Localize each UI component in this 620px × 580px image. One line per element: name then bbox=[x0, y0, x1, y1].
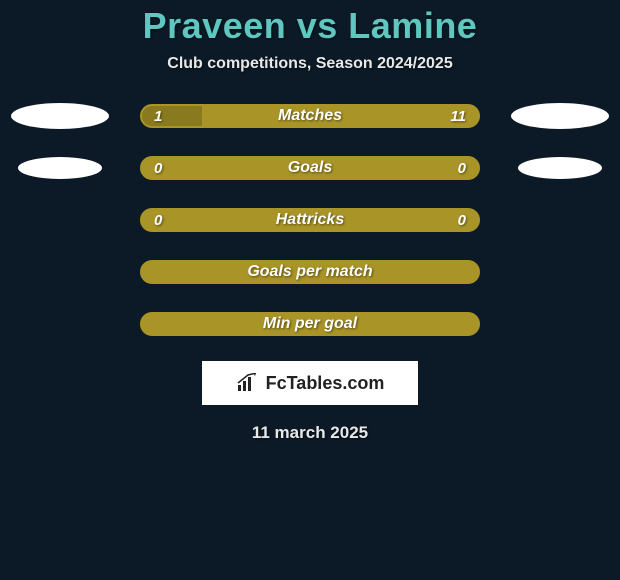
left-badge-slot bbox=[10, 101, 110, 131]
logo-box[interactable]: FcTables.com bbox=[202, 361, 418, 405]
player-left-name: Praveen bbox=[143, 5, 287, 46]
right-badge-slot bbox=[510, 257, 610, 287]
stat-label: Matches bbox=[142, 106, 478, 126]
stat-value-right: 0 bbox=[458, 158, 466, 178]
stat-row-goals-per-match: Goals per match bbox=[0, 257, 620, 287]
page-title: Praveen vs Lamine bbox=[0, 5, 620, 47]
player-left-badge-small bbox=[18, 157, 102, 179]
chart-icon bbox=[236, 373, 260, 393]
right-badge-slot bbox=[510, 153, 610, 183]
stat-bar: Goals per match bbox=[140, 260, 480, 284]
stat-row-min-per-goal: Min per goal bbox=[0, 309, 620, 339]
player-right-name: Lamine bbox=[348, 5, 477, 46]
stat-label: Goals bbox=[142, 158, 478, 178]
stat-bar: 0 Hattricks 0 bbox=[140, 208, 480, 232]
left-badge-slot bbox=[10, 257, 110, 287]
right-badge-slot bbox=[510, 101, 610, 131]
right-badge-slot bbox=[510, 309, 610, 339]
player-left-badge bbox=[11, 103, 109, 129]
left-badge-slot bbox=[10, 309, 110, 339]
subtitle: Club competitions, Season 2024/2025 bbox=[0, 55, 620, 73]
right-badge-slot bbox=[510, 205, 610, 235]
stat-label: Hattricks bbox=[142, 210, 478, 230]
left-badge-slot bbox=[10, 205, 110, 235]
stat-bar: Min per goal bbox=[140, 312, 480, 336]
logo-text: FcTables.com bbox=[266, 373, 385, 394]
player-right-badge-small bbox=[518, 157, 602, 179]
comparison-card: Praveen vs Lamine Club competitions, Sea… bbox=[0, 0, 620, 580]
left-badge-slot bbox=[10, 153, 110, 183]
stat-label: Goals per match bbox=[142, 262, 478, 282]
stat-row-goals: 0 Goals 0 bbox=[0, 153, 620, 183]
stat-rows: 1 Matches 11 0 Goals 0 bbox=[0, 101, 620, 339]
player-right-badge bbox=[511, 103, 609, 129]
stat-label: Min per goal bbox=[142, 314, 478, 334]
stat-row-hattricks: 0 Hattricks 0 bbox=[0, 205, 620, 235]
date-label: 11 march 2025 bbox=[0, 423, 620, 443]
title-vs: vs bbox=[286, 5, 348, 46]
stat-bar: 1 Matches 11 bbox=[140, 104, 480, 128]
stat-value-right: 0 bbox=[458, 210, 466, 230]
stat-value-right: 11 bbox=[450, 106, 466, 126]
stat-bar: 0 Goals 0 bbox=[140, 156, 480, 180]
stat-row-matches: 1 Matches 11 bbox=[0, 101, 620, 131]
